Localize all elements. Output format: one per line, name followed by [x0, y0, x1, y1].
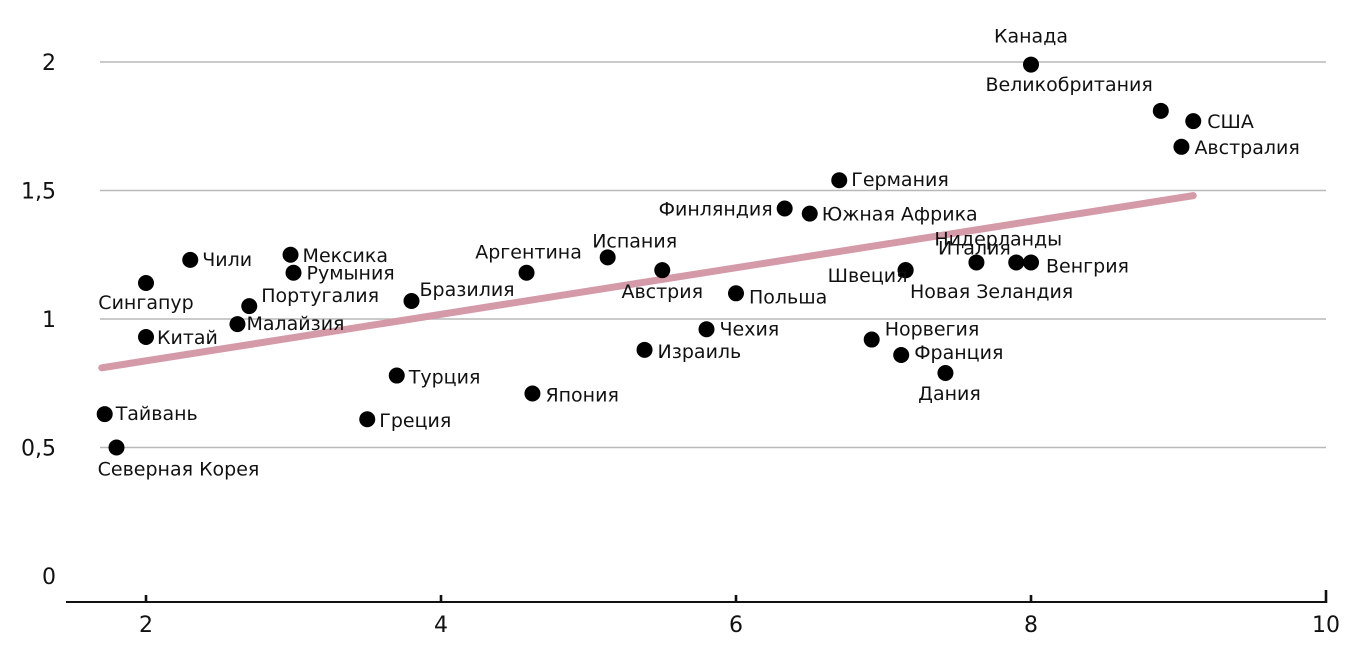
data-point [897, 262, 914, 279]
x-tick-label: 4 [434, 613, 448, 638]
data-point [831, 172, 848, 189]
data-point [937, 364, 954, 381]
point-labels: Канада Великобритания США Австралия Германия… [98, 26, 1300, 481]
data-point [728, 285, 744, 302]
point-label: Канада [994, 26, 1068, 48]
data-point [599, 249, 616, 266]
data-point [776, 200, 793, 217]
trend-line-group [98, 192, 1197, 372]
y-tick-label: 0,5 [21, 437, 56, 462]
data-point [359, 411, 376, 428]
x-tick-label: 2 [139, 613, 153, 638]
data-point [1185, 113, 1202, 130]
data-points [96, 56, 1202, 456]
x-tick-label: 10 [1312, 613, 1340, 638]
data-point [524, 385, 541, 402]
point-label: Сингапур [98, 292, 193, 314]
point-label: Венгрия [1046, 255, 1129, 277]
point-label: Малайзия [246, 313, 344, 335]
data-point [1152, 102, 1169, 119]
data-point [1023, 254, 1039, 271]
point-label: Китай [157, 327, 218, 349]
x-axis: 2 4 6 8 10 [66, 590, 1340, 638]
data-point [388, 367, 405, 384]
point-label: Новая Зеландия [910, 281, 1073, 303]
data-point [518, 264, 535, 281]
data-point [285, 264, 302, 281]
point-label: США [1207, 111, 1254, 133]
data-point [1023, 56, 1039, 73]
point-label: Турция [408, 367, 481, 389]
y-axis-labels: 0 0,5 1 1,5 2 [21, 51, 56, 590]
point-label: Испания [592, 230, 677, 252]
data-point [1173, 138, 1190, 155]
data-point [863, 331, 880, 348]
point-label: Северная Корея [98, 459, 260, 481]
point-label: Южная Африка [822, 204, 978, 226]
point-label: Австралия [1194, 137, 1299, 159]
point-label: Тайвань [115, 403, 198, 425]
data-point [182, 251, 199, 268]
point-label: Нидерланды [934, 228, 1062, 250]
x-tick-label: 6 [729, 613, 743, 638]
point-label: Чехия [720, 318, 780, 340]
point-label: Дания [918, 383, 981, 405]
data-point [968, 254, 985, 271]
point-label: Португалия [261, 285, 379, 307]
y-tick-label: 0 [42, 565, 56, 590]
data-point [229, 316, 246, 333]
x-tick-label: 8 [1024, 613, 1038, 638]
data-point [636, 341, 653, 358]
data-point [654, 262, 671, 279]
y-tick-label: 2 [42, 51, 56, 76]
point-label: Израиль [658, 341, 742, 363]
point-label: Япония [545, 385, 618, 407]
data-point [893, 346, 910, 363]
data-point [282, 246, 299, 263]
gridlines [100, 61, 1326, 449]
point-label: Франция [914, 342, 1003, 364]
point-label: Финляндия [659, 198, 773, 220]
data-point [138, 275, 154, 292]
data-point [698, 321, 715, 338]
point-label: Польша [749, 286, 827, 308]
point-label: Австрия [621, 281, 703, 303]
y-tick-label: 1 [42, 308, 56, 333]
point-label: Мексика [303, 245, 388, 267]
data-point [108, 439, 125, 456]
data-point [1008, 254, 1025, 271]
point-label: Германия [851, 169, 949, 191]
point-label: Греция [379, 410, 451, 432]
point-label: Италия [938, 237, 1011, 259]
data-point [403, 293, 420, 310]
data-point [96, 406, 113, 423]
point-label: Румыния [307, 263, 395, 285]
point-label: Норвегия [885, 319, 980, 341]
point-label: Великобритания [985, 74, 1152, 96]
data-point [138, 328, 154, 345]
point-label: Аргентина [475, 242, 582, 264]
point-label: Чили [202, 249, 252, 271]
point-label: Швеция [828, 265, 908, 287]
y-tick-label: 1,5 [21, 180, 56, 205]
data-point [801, 205, 818, 222]
trend-line [98, 192, 1197, 372]
data-point [241, 298, 258, 315]
point-label: Бразилия [420, 279, 515, 301]
